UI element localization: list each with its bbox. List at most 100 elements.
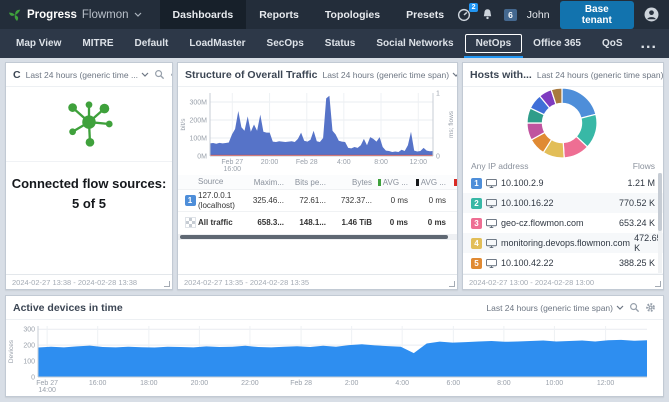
monitor-icon: [486, 239, 497, 248]
flows-value: 770.52 K: [618, 198, 655, 208]
svg-text:200M: 200M: [189, 118, 207, 125]
svg-text:4:00: 4:00: [395, 380, 409, 387]
svg-text:16:00: 16:00: [89, 380, 107, 387]
cell-avg2: 0 ms: [428, 196, 446, 205]
menu-item-topologies[interactable]: Topologies: [324, 8, 381, 21]
rank-badge: 4: [471, 237, 482, 249]
cell-avg1: 0 ms: [390, 196, 408, 205]
tab-office-365[interactable]: Office 365: [533, 38, 581, 49]
svg-text:6:00: 6:00: [447, 380, 461, 387]
menu-item-presets[interactable]: Presets: [406, 8, 445, 21]
table-row[interactable]: All traffic 658.3... 148.1... 1.46 TiB 0…: [178, 211, 457, 233]
dashboard-tab-bar: Map View MITRE Default LoadMaster SecOps…: [0, 27, 669, 60]
panel-header: Hosts with... Last 24 hours (generic tim…: [463, 63, 663, 87]
svg-text:22:00: 22:00: [241, 380, 259, 387]
svg-text:18:00: 18:00: [140, 380, 158, 387]
rank-badge: 3: [471, 217, 482, 229]
monitor-icon: [486, 219, 497, 228]
cell-bytes: 732.37...: [340, 196, 372, 205]
black-legend-bar: [415, 178, 419, 186]
tab-status[interactable]: Status: [324, 38, 356, 49]
tab-loadmaster[interactable]: LoadMaster: [189, 38, 246, 49]
svg-text:bit/s: bit/s: [180, 118, 187, 131]
resize-handle[interactable]: [164, 281, 170, 287]
tab-netops[interactable]: NetOps: [463, 34, 523, 59]
panel-structure-of-overall-traffic: Structure of Overall Traffic Last 24 hou…: [177, 62, 458, 290]
host-address[interactable]: 10.100.16.22: [501, 198, 554, 208]
host-address[interactable]: 10.100.42.22: [501, 258, 554, 268]
host-address[interactable]: geo-cz.flowmon.com: [501, 218, 584, 228]
resize-handle[interactable]: [449, 281, 455, 287]
tab-secops[interactable]: SecOps: [266, 38, 304, 49]
rank-badge: 2: [471, 197, 482, 209]
cell-source: 127.0.0.1 (localhost): [198, 190, 235, 210]
user-name[interactable]: John: [526, 8, 550, 21]
tab-mitre[interactable]: MITRE: [82, 38, 114, 49]
search-icon[interactable]: [154, 69, 165, 80]
network-molecule-icon: [60, 97, 118, 151]
search-icon[interactable]: [629, 302, 640, 313]
panel-title: Hosts with...: [470, 68, 532, 81]
menu-item-dashboards[interactable]: Dashboards: [159, 0, 247, 29]
vertical-scrollbar[interactable]: [658, 173, 662, 273]
table-row[interactable]: 5 10.100.42.22 388.25 K: [463, 253, 663, 273]
host-address[interactable]: 10.100.2.9: [501, 178, 544, 188]
flowmon-logo[interactable]: Progress Flowmon: [0, 0, 150, 29]
cell-avg3: 0: [448, 218, 457, 227]
tenant-button[interactable]: Base tenant: [559, 0, 634, 29]
tabbar-right-controls: ... Last 24 hours: [634, 27, 669, 60]
table-row[interactable]: 1 127.0.0.1 (localhost) 325.46... 72.61.…: [178, 189, 457, 211]
panel-header: C Last 24 hours (generic time ...: [6, 63, 172, 87]
panel-time-range-label: Last 24 hours (generic time span): [486, 302, 613, 313]
notification-count-badge[interactable]: 6: [504, 8, 517, 21]
col-bytes: Bytes: [351, 177, 372, 187]
host-address[interactable]: monitoring.devops.flowmon.com: [501, 238, 631, 248]
gear-icon[interactable]: [170, 69, 172, 80]
scrollbar-thumb[interactable]: [180, 235, 448, 239]
panel-footer-timerange: 2024-02-27 13:38 - 2024-02-28 13:38: [6, 274, 172, 289]
panel-time-range-dropdown[interactable]: Last 24 hours (generic time span): [322, 70, 457, 80]
tab-default[interactable]: Default: [134, 38, 169, 49]
tab-qos[interactable]: QoS: [601, 38, 623, 49]
panel-header: Structure of Overall Traffic Last 24 hou…: [178, 63, 457, 87]
svg-text:20:00: 20:00: [261, 159, 279, 166]
horizontal-scrollbar[interactable]: [178, 234, 457, 240]
top-navigation-bar: Progress Flowmon Dashboards Reports Topo…: [0, 0, 669, 29]
svg-text:100M: 100M: [189, 136, 207, 143]
panel-time-range-dropdown[interactable]: Last 24 hours (generic time ...: [26, 70, 149, 80]
flows-value: 1.21 M: [627, 178, 655, 188]
connected-sources-count: 5 of 5: [72, 195, 106, 211]
table-row[interactable]: 1 10.100.2.9 1.21 M: [463, 173, 663, 193]
flows-value: 653.24 K: [618, 218, 655, 228]
gear-icon[interactable]: [645, 302, 656, 313]
panel-footer-timerange: 2024-02-27 13:35 - 2024-02-28 13:35: [178, 274, 457, 289]
notifications-bell-icon[interactable]: [481, 8, 494, 21]
menu-item-reports[interactable]: Reports: [259, 8, 299, 21]
chevron-down-icon: [452, 72, 457, 77]
panel-title: Active devices in time: [13, 301, 123, 314]
tab-map-view[interactable]: Map View: [16, 38, 62, 49]
dashboard-content: C Last 24 hours (generic time ... Connec…: [0, 58, 669, 402]
system-status-icon[interactable]: 2: [457, 2, 479, 22]
footer-time-span: 2024-02-27 13:00 - 2024-02-28 13:00: [469, 277, 595, 287]
panel-time-range-dropdown[interactable]: Last 24 hours (generic time span): [537, 70, 663, 80]
table-row[interactable]: 4 monitoring.devops.flowmon.com 472.65 K: [463, 233, 663, 253]
footer-time-span: 2024-02-27 13:35 - 2024-02-28 13:35: [184, 277, 310, 287]
svg-text:Devices: Devices: [8, 339, 15, 363]
monitor-icon: [486, 259, 497, 268]
table-row[interactable]: 3 geo-cz.flowmon.com 653.24 K: [463, 213, 663, 233]
scrollbar-thumb[interactable]: [658, 173, 662, 231]
more-tabs-button[interactable]: ...: [640, 34, 657, 52]
avatar-icon[interactable]: [644, 7, 659, 22]
svg-text:Feb 28: Feb 28: [290, 380, 312, 387]
svg-text:8:00: 8:00: [497, 380, 511, 387]
resize-handle[interactable]: [655, 281, 661, 287]
svg-text:1: 1: [436, 91, 440, 98]
table-row[interactable]: 2 10.100.16.22 770.52 K: [463, 193, 663, 213]
traffic-table-header: Source Maxim... Bits pe... Bytes AVG ...…: [178, 175, 457, 189]
panel-time-range-dropdown[interactable]: Last 24 hours (generic time span): [486, 303, 624, 313]
tab-social-networks[interactable]: Social Networks: [376, 38, 454, 49]
svg-text:4:00: 4:00: [337, 159, 351, 166]
